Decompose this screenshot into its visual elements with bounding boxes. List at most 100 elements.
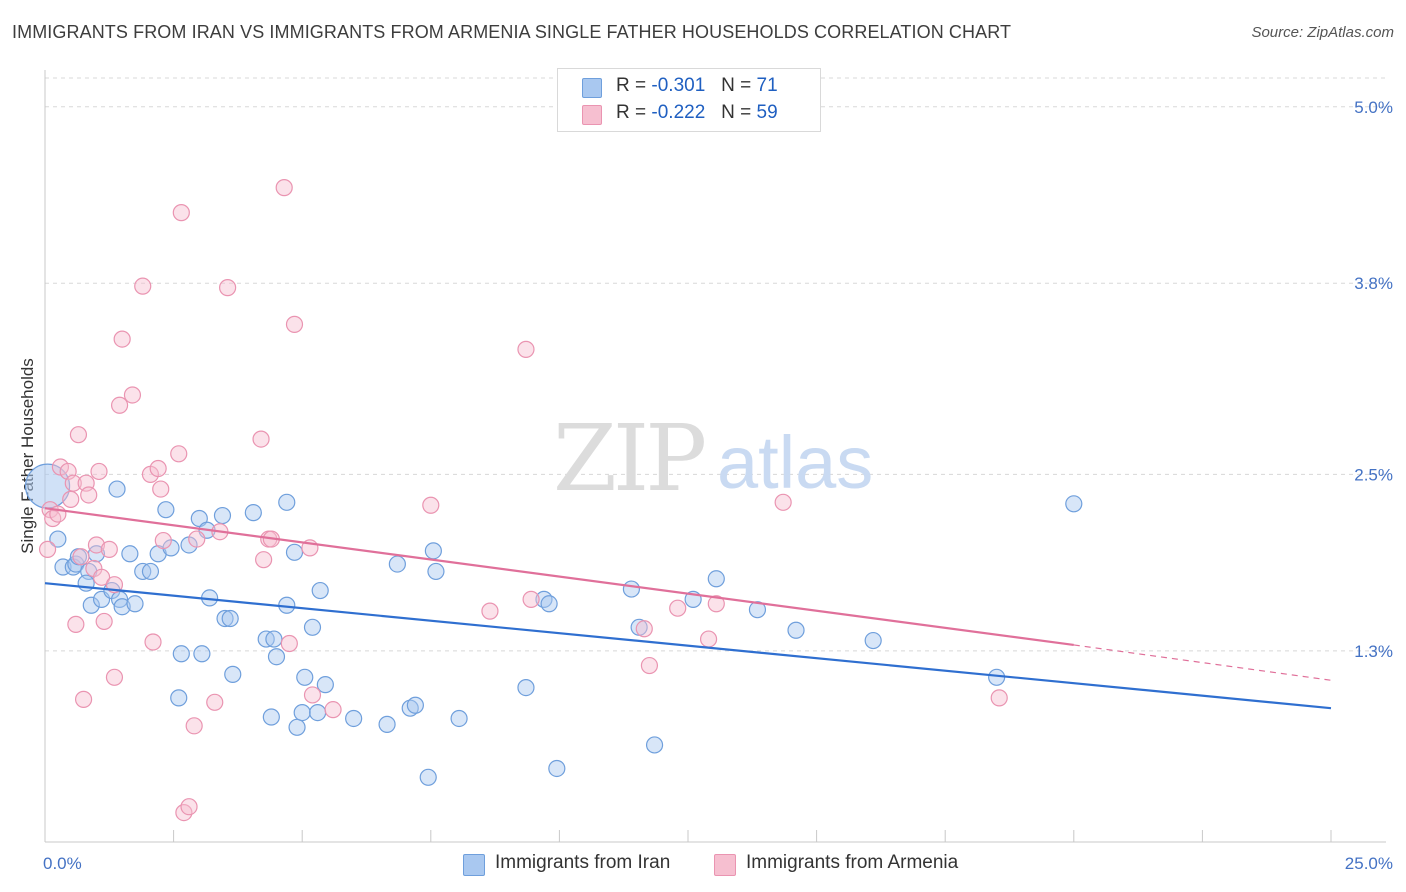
bottom-legend: Immigrants from Iran Immigrants from Arm… xyxy=(0,852,1406,878)
point-iran xyxy=(645,736,664,754)
point-iran xyxy=(450,709,468,728)
watermark: ZIP atlas xyxy=(553,405,873,512)
chart-title: IMMIGRANTS FROM IRAN VS IMMIGRANTS FROM … xyxy=(12,22,1012,42)
point-armenia xyxy=(100,540,118,558)
point-iran xyxy=(121,545,139,563)
point-iran xyxy=(216,609,234,628)
point-iran xyxy=(707,570,725,588)
y-tick-label: 3.8% xyxy=(1354,274,1393,293)
point-iran xyxy=(172,645,190,663)
point-armenia xyxy=(105,668,124,686)
point-armenia xyxy=(252,430,270,448)
point-iran xyxy=(419,768,437,786)
point-armenia xyxy=(149,459,167,478)
point-iran xyxy=(285,543,304,561)
point-iran xyxy=(49,530,67,548)
point-iran xyxy=(108,480,126,498)
point-iran xyxy=(748,601,767,619)
x-tick-label-max: 25.0% xyxy=(1345,854,1393,873)
point-armenia xyxy=(324,701,342,719)
point-armenia xyxy=(206,693,224,711)
point-iran xyxy=(293,703,311,722)
point-armenia xyxy=(170,445,188,463)
point-armenia xyxy=(522,590,540,608)
point-armenia xyxy=(62,490,80,508)
point-iran xyxy=(316,676,334,694)
legend-r-value: -0.222 xyxy=(651,102,706,123)
point-armenia xyxy=(185,717,203,735)
point-iran xyxy=(157,501,175,519)
legend-r-label: R = xyxy=(616,102,647,123)
point-armenia xyxy=(180,798,198,816)
point-iran xyxy=(345,709,363,728)
point-armenia xyxy=(144,633,162,651)
grid-lines xyxy=(45,77,1386,652)
point-iran xyxy=(113,598,131,616)
point-armenia xyxy=(67,615,85,633)
point-iran xyxy=(311,581,329,600)
point-armenia xyxy=(72,548,90,566)
x-tick-label-min: 0.0% xyxy=(43,854,82,873)
tick-labels: 1.3% 2.5% 3.8% 5.0% 0.0% 25.0% xyxy=(43,98,1393,873)
point-armenia xyxy=(669,599,687,617)
point-armenia xyxy=(255,551,273,569)
watermark-zip: ZIP xyxy=(553,405,704,512)
point-armenia xyxy=(154,531,172,550)
point-armenia xyxy=(699,630,718,648)
point-armenia xyxy=(123,386,142,404)
point-iran xyxy=(1065,495,1083,513)
point-armenia xyxy=(113,330,131,348)
point-armenia xyxy=(38,540,57,558)
point-armenia xyxy=(188,530,206,548)
legend-n-label: N = xyxy=(721,102,752,123)
point-iran xyxy=(244,504,262,522)
point-armenia xyxy=(64,474,82,492)
trend-line-iran xyxy=(44,582,1332,710)
point-armenia xyxy=(422,496,440,514)
point-iran xyxy=(622,580,641,598)
point-armenia xyxy=(172,204,190,222)
point-iran xyxy=(309,703,327,722)
point-iran xyxy=(787,621,805,639)
point-iran xyxy=(864,631,882,650)
axes xyxy=(44,70,1386,843)
point-iran xyxy=(126,595,144,613)
watermark-atlas: atlas xyxy=(717,421,873,504)
point-iran xyxy=(288,718,306,736)
point-armenia xyxy=(110,396,129,414)
point-iran xyxy=(141,562,160,581)
point-iran xyxy=(193,645,211,663)
point-armenia xyxy=(92,568,111,586)
point-iran xyxy=(170,689,188,707)
point-armenia xyxy=(285,315,304,333)
trend-line-armenia-extension xyxy=(1073,644,1332,681)
point-armenia xyxy=(774,493,792,511)
legend-n-value: 59 xyxy=(756,102,778,123)
legend-swatch-armenia xyxy=(582,105,602,125)
bottom-legend-label-armenia: Immigrants from Armenia xyxy=(746,852,959,873)
legend-r-value: -0.301 xyxy=(651,75,706,96)
point-iran xyxy=(424,542,442,560)
point-armenia xyxy=(280,634,298,653)
source-label: Source: ZipAtlas.com xyxy=(1251,24,1394,41)
series-armenia-points xyxy=(38,179,1008,822)
point-armenia xyxy=(275,179,293,197)
legend-text-iran: R = -0.301 N = 71 xyxy=(616,75,778,97)
point-iran xyxy=(540,595,558,613)
point-armenia xyxy=(87,536,106,554)
y-tick-label: 2.5% xyxy=(1354,465,1393,484)
legend: R = -0.301 N = 71 R = -0.222 N = 59 xyxy=(557,68,821,132)
point-iran xyxy=(303,618,322,636)
point-iran xyxy=(406,696,424,714)
bottom-legend-swatch-armenia xyxy=(714,854,736,876)
point-armenia xyxy=(80,486,98,504)
point-iran xyxy=(278,493,296,511)
point-armenia xyxy=(219,279,237,297)
point-iran xyxy=(262,708,280,726)
point-iran xyxy=(296,668,314,686)
point-iran xyxy=(221,609,239,628)
point-armenia xyxy=(74,690,93,708)
point-armenia xyxy=(134,277,152,295)
point-armenia xyxy=(152,480,170,498)
